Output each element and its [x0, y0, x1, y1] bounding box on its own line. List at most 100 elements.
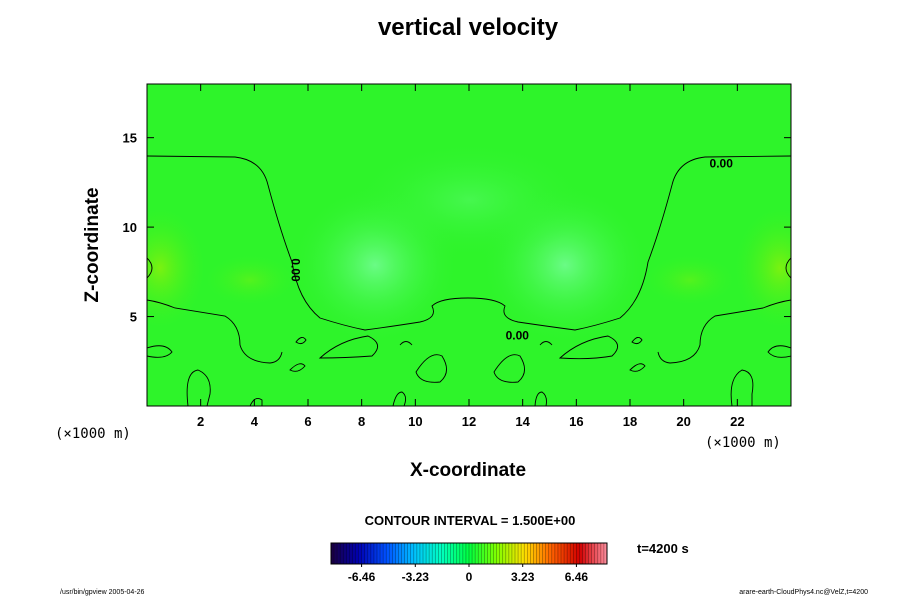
contour-label: 0.00: [506, 328, 530, 342]
colorbar-cell: [505, 543, 510, 564]
contour-upper-envelope: [147, 155, 791, 331]
contour-lines: [147, 155, 791, 406]
colorbar-cell: [539, 543, 543, 564]
colorbar-cell: [459, 543, 464, 564]
colorbar-cell: [364, 543, 369, 564]
contour-cell-1: [147, 345, 173, 358]
colorbar-cell: [423, 543, 427, 564]
colorbar-cell: [352, 543, 356, 564]
colorbar-cell: [435, 543, 439, 564]
colorbar-tick-label: 3.23: [511, 570, 535, 584]
colorbar-cell: [469, 543, 473, 564]
contour-cell-3: [730, 369, 754, 406]
contour-label: 0.00: [288, 258, 302, 282]
x-tick-label: 14: [515, 414, 530, 429]
colorbar-cell: [377, 543, 381, 564]
colorbar-cell: [564, 543, 568, 564]
contour-interval-text: CONTOUR INTERVAL = 1.500E+00: [364, 513, 576, 528]
x-tick-label: 8: [358, 414, 365, 429]
colorbar-ticks: -6.46 -3.23 0 3.23 6.46: [348, 564, 588, 584]
x-tick-label: 22: [730, 414, 744, 429]
x-tick-label: 12: [462, 414, 476, 429]
field-shading: [147, 140, 791, 345]
colorbar-cell: [346, 543, 350, 564]
y-axis-ticks: 5 10 15: [123, 131, 791, 325]
colorbar-cell: [600, 543, 605, 564]
colorbar-cell: [413, 543, 418, 564]
contour-cell-10: [629, 363, 646, 372]
colorbar-cell: [591, 543, 596, 564]
contour-cell-15: [249, 398, 263, 406]
contour-cell-11: [295, 337, 307, 345]
y-tick-label: 10: [123, 220, 137, 235]
colorbar: -6.46 -3.23 0 3.23 6.46: [330, 542, 608, 584]
colorbar-cell: [373, 543, 378, 564]
colorbar-cell: [337, 543, 341, 564]
colorbar-cell: [597, 543, 602, 564]
colorbar-cell: [527, 543, 531, 564]
colorbar-cell: [395, 543, 399, 564]
colorbar-stripes: [331, 543, 608, 564]
plot-area: 2 4 6 8 10 12 14 16 18 20 22 5 10 15 0.00 0.00 0.00: [123, 83, 792, 429]
contour-cell-14: [534, 391, 547, 406]
x-tick-label: 18: [623, 414, 637, 429]
x-axis-label: X-coordinate: [409, 460, 527, 481]
colorbar-cell: [585, 543, 589, 564]
colorbar-cell: [484, 543, 488, 564]
colorbar-cell: [579, 543, 583, 564]
axis-scale-label-right: (×1000 m): [705, 435, 781, 451]
colorbar-tick-label: -3.23: [402, 570, 430, 584]
colorbar-cell: [389, 543, 393, 564]
colorbar-cell: [521, 543, 525, 564]
y-axis-label: Z-coordinate: [82, 187, 103, 303]
colorbar-cell: [358, 543, 362, 564]
x-axis-scale-label: (×1000 m): [55, 426, 131, 442]
colorbar-cell: [386, 543, 390, 564]
colorbar-cell: [447, 543, 451, 564]
colorbar-cell: [545, 543, 550, 564]
contour-label: 0.00: [710, 157, 734, 171]
colorbar-cell: [407, 543, 412, 564]
colorbar-cell: [444, 543, 448, 564]
colorbar-cell: [570, 543, 574, 564]
colorbar-cell: [398, 543, 402, 564]
colorbar-cell: [496, 543, 500, 564]
colorbar-cell: [536, 543, 540, 564]
colorbar-cell: [594, 543, 599, 564]
colorbar-cell: [530, 543, 534, 564]
colorbar-cell: [450, 543, 454, 564]
colorbar-cell: [361, 543, 366, 564]
x-tick-label: 2: [197, 414, 204, 429]
colorbar-cell: [349, 543, 353, 564]
contour-cell-right-edge: [785, 257, 791, 279]
colorbar-cell: [481, 543, 485, 564]
colorbar-cell: [441, 543, 445, 564]
x-tick-label: 16: [569, 414, 583, 429]
colorbar-cell: [367, 543, 372, 564]
colorbar-cell: [515, 543, 519, 564]
x-tick-label: 20: [676, 414, 690, 429]
colorbar-cell: [383, 543, 387, 564]
colorbar-cell: [438, 543, 442, 564]
colorbar-cell: [334, 543, 338, 564]
colorbar-cell: [355, 543, 359, 564]
contour-cell-4: [767, 345, 791, 358]
colorbar-cell: [331, 543, 335, 564]
colorbar-cell: [419, 543, 424, 564]
colorbar-cell: [343, 543, 347, 564]
colorbar-cell: [561, 543, 565, 564]
contour-cell-6: [558, 335, 618, 360]
y-tick-label: 5: [130, 310, 137, 325]
colorbar-cell: [573, 543, 577, 564]
footer-command: /usr/bin/gpview 2005-04-26: [60, 589, 145, 596]
colorbar-cell: [533, 543, 537, 564]
colorbar-cell: [502, 543, 507, 564]
colorbar-cell: [582, 543, 586, 564]
colorbar-cell: [524, 543, 528, 564]
y-tick-label: 15: [123, 131, 137, 146]
colorbar-tick-label: -6.46: [348, 570, 376, 584]
colorbar-cell: [551, 543, 556, 564]
colorbar-cell: [432, 543, 436, 564]
colorbar-tick-label: 6.46: [565, 570, 589, 584]
